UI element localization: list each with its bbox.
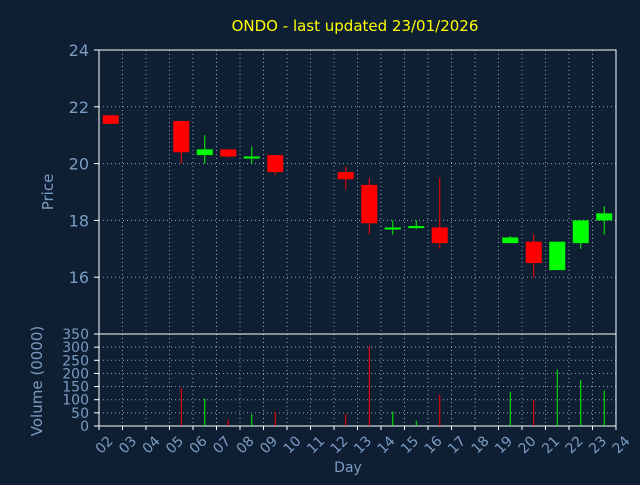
price-tick-label: 18 xyxy=(69,211,89,230)
x-tick-label: 16 xyxy=(422,433,446,457)
x-tick-label: 24 xyxy=(610,433,634,457)
x-tick-label: 09 xyxy=(257,433,281,457)
price-axis-label: Price xyxy=(39,174,57,211)
x-tick-label: 15 xyxy=(398,433,422,457)
price-tick-label: 20 xyxy=(69,155,89,174)
candle-21 xyxy=(549,241,566,271)
candle-16 xyxy=(431,177,448,249)
x-tick-label: 07 xyxy=(210,433,234,457)
volume-bars xyxy=(180,345,605,426)
volume-tick-label: 0 xyxy=(80,419,89,435)
price-grid xyxy=(99,49,616,334)
candle-body xyxy=(431,227,448,244)
candle-08 xyxy=(243,146,260,164)
candle-body xyxy=(572,220,589,244)
volume-tick-label: 300 xyxy=(62,340,89,356)
price-tick-label: 16 xyxy=(69,268,89,287)
candle-07 xyxy=(220,149,237,158)
candle-05 xyxy=(173,121,190,164)
x-tick-label: 04 xyxy=(140,433,164,457)
x-tick-labels: 02 03 04 05 06 07 08 09 10 11 12 13 14 15 16 17 18 19 20 21… xyxy=(93,426,634,457)
x-tick-label: 14 xyxy=(375,433,399,457)
price-tick-label: 24 xyxy=(69,41,89,60)
x-tick-label: 08 xyxy=(234,433,258,457)
candle-body xyxy=(102,115,119,124)
candle-body xyxy=(408,226,425,229)
candle-14 xyxy=(384,220,401,235)
price-tick-label: 22 xyxy=(69,98,89,117)
x-tick-label: 10 xyxy=(281,433,305,457)
candle-body xyxy=(549,241,566,271)
candle-body xyxy=(502,237,519,244)
candle-body xyxy=(220,149,237,157)
candle-body xyxy=(337,172,354,180)
x-tick-label: 06 xyxy=(187,433,211,457)
candle-body xyxy=(384,227,401,230)
x-tick-label: 03 xyxy=(116,433,140,457)
x-tick-label: 23 xyxy=(586,433,610,457)
x-tick-label: 05 xyxy=(163,433,187,457)
x-tick-label: 21 xyxy=(539,433,563,457)
candle-body xyxy=(196,149,213,156)
volume-tick-label: 200 xyxy=(62,366,89,382)
price-tick-labels: 16 18 20 22 24 xyxy=(69,41,99,287)
candle-body xyxy=(525,241,542,263)
candle-06 xyxy=(196,135,213,164)
price-panel-frame xyxy=(98,49,617,335)
x-tick-label: 12 xyxy=(328,433,352,457)
candle-body xyxy=(243,156,260,159)
volume-tick-label: 350 xyxy=(62,327,89,343)
volume-tick-label: 50 xyxy=(71,406,89,422)
candle-02 xyxy=(102,115,119,124)
x-tick-label: 19 xyxy=(492,433,516,457)
volume-axis-label: Volume (0000) xyxy=(28,326,46,436)
candle-body xyxy=(596,213,613,221)
chart-title: ONDO - last updated 23/01/2026 xyxy=(232,17,479,35)
volume-tick-label: 150 xyxy=(62,380,89,396)
volume-grid xyxy=(99,333,616,427)
candle-body xyxy=(361,184,378,224)
x-tick-label: 17 xyxy=(445,433,469,457)
x-tick-label: 13 xyxy=(351,433,375,457)
candles xyxy=(102,115,613,278)
volume-tick-label: 250 xyxy=(62,353,89,369)
candle-12 xyxy=(337,166,354,190)
candle-20 xyxy=(525,234,542,278)
x-tick-label: 22 xyxy=(563,433,587,457)
volume-panel-frame xyxy=(98,333,617,427)
candle-body xyxy=(173,121,190,153)
x-tick-label: 18 xyxy=(469,433,493,457)
candle-09 xyxy=(267,155,284,175)
x-tick-label: 20 xyxy=(516,433,540,457)
candle-23 xyxy=(596,206,613,235)
candle-body xyxy=(267,155,284,173)
candle-22 xyxy=(572,220,589,249)
x-tick-label: 02 xyxy=(93,433,117,457)
x-axis-label: Day xyxy=(334,460,362,476)
candle-15 xyxy=(408,220,425,229)
candle-13 xyxy=(361,177,378,235)
candle-19 xyxy=(502,236,519,244)
volume-tick-label: 100 xyxy=(62,393,89,409)
x-tick-label: 11 xyxy=(304,433,328,457)
